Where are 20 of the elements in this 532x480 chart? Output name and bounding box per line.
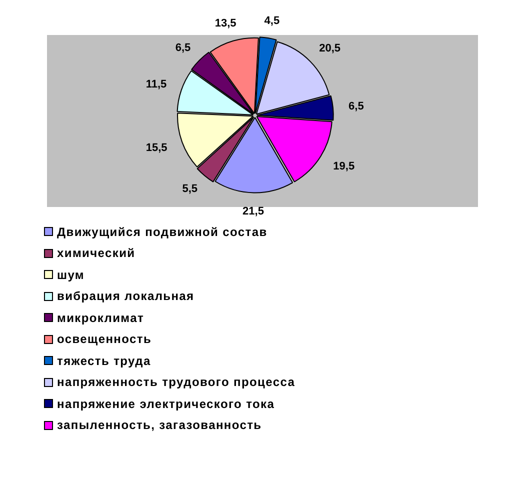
data-label: 4,5 (264, 14, 280, 27)
data-label: 6,5 (175, 42, 191, 54)
data-label: 11,5 (146, 78, 167, 90)
data-label: 20,5 (319, 42, 341, 54)
data-label: 15,5 (146, 142, 168, 154)
legend-label: Движущийся подвижной состав (57, 224, 268, 239)
legend-label: тяжесть труда (57, 354, 151, 368)
legend-label: микроклимат (57, 310, 144, 325)
data-label: 5,5 (182, 183, 198, 196)
legend-label: запыленность, загазованность (57, 418, 262, 432)
legend-label: освещенность (57, 332, 152, 346)
data-label: 13,5 (214, 17, 236, 30)
legend-label: химический (57, 246, 136, 260)
data-label: 19,5 (333, 160, 355, 172)
legend-label: шум (57, 268, 84, 282)
data-label: 6,5 (348, 100, 364, 112)
legend-label: напряжение электрического тока (57, 396, 275, 411)
data-label: 21,5 (242, 206, 264, 218)
legend-label: напряженность трудового процесса (57, 375, 296, 390)
legend-label: вибрация локальная (57, 289, 194, 304)
